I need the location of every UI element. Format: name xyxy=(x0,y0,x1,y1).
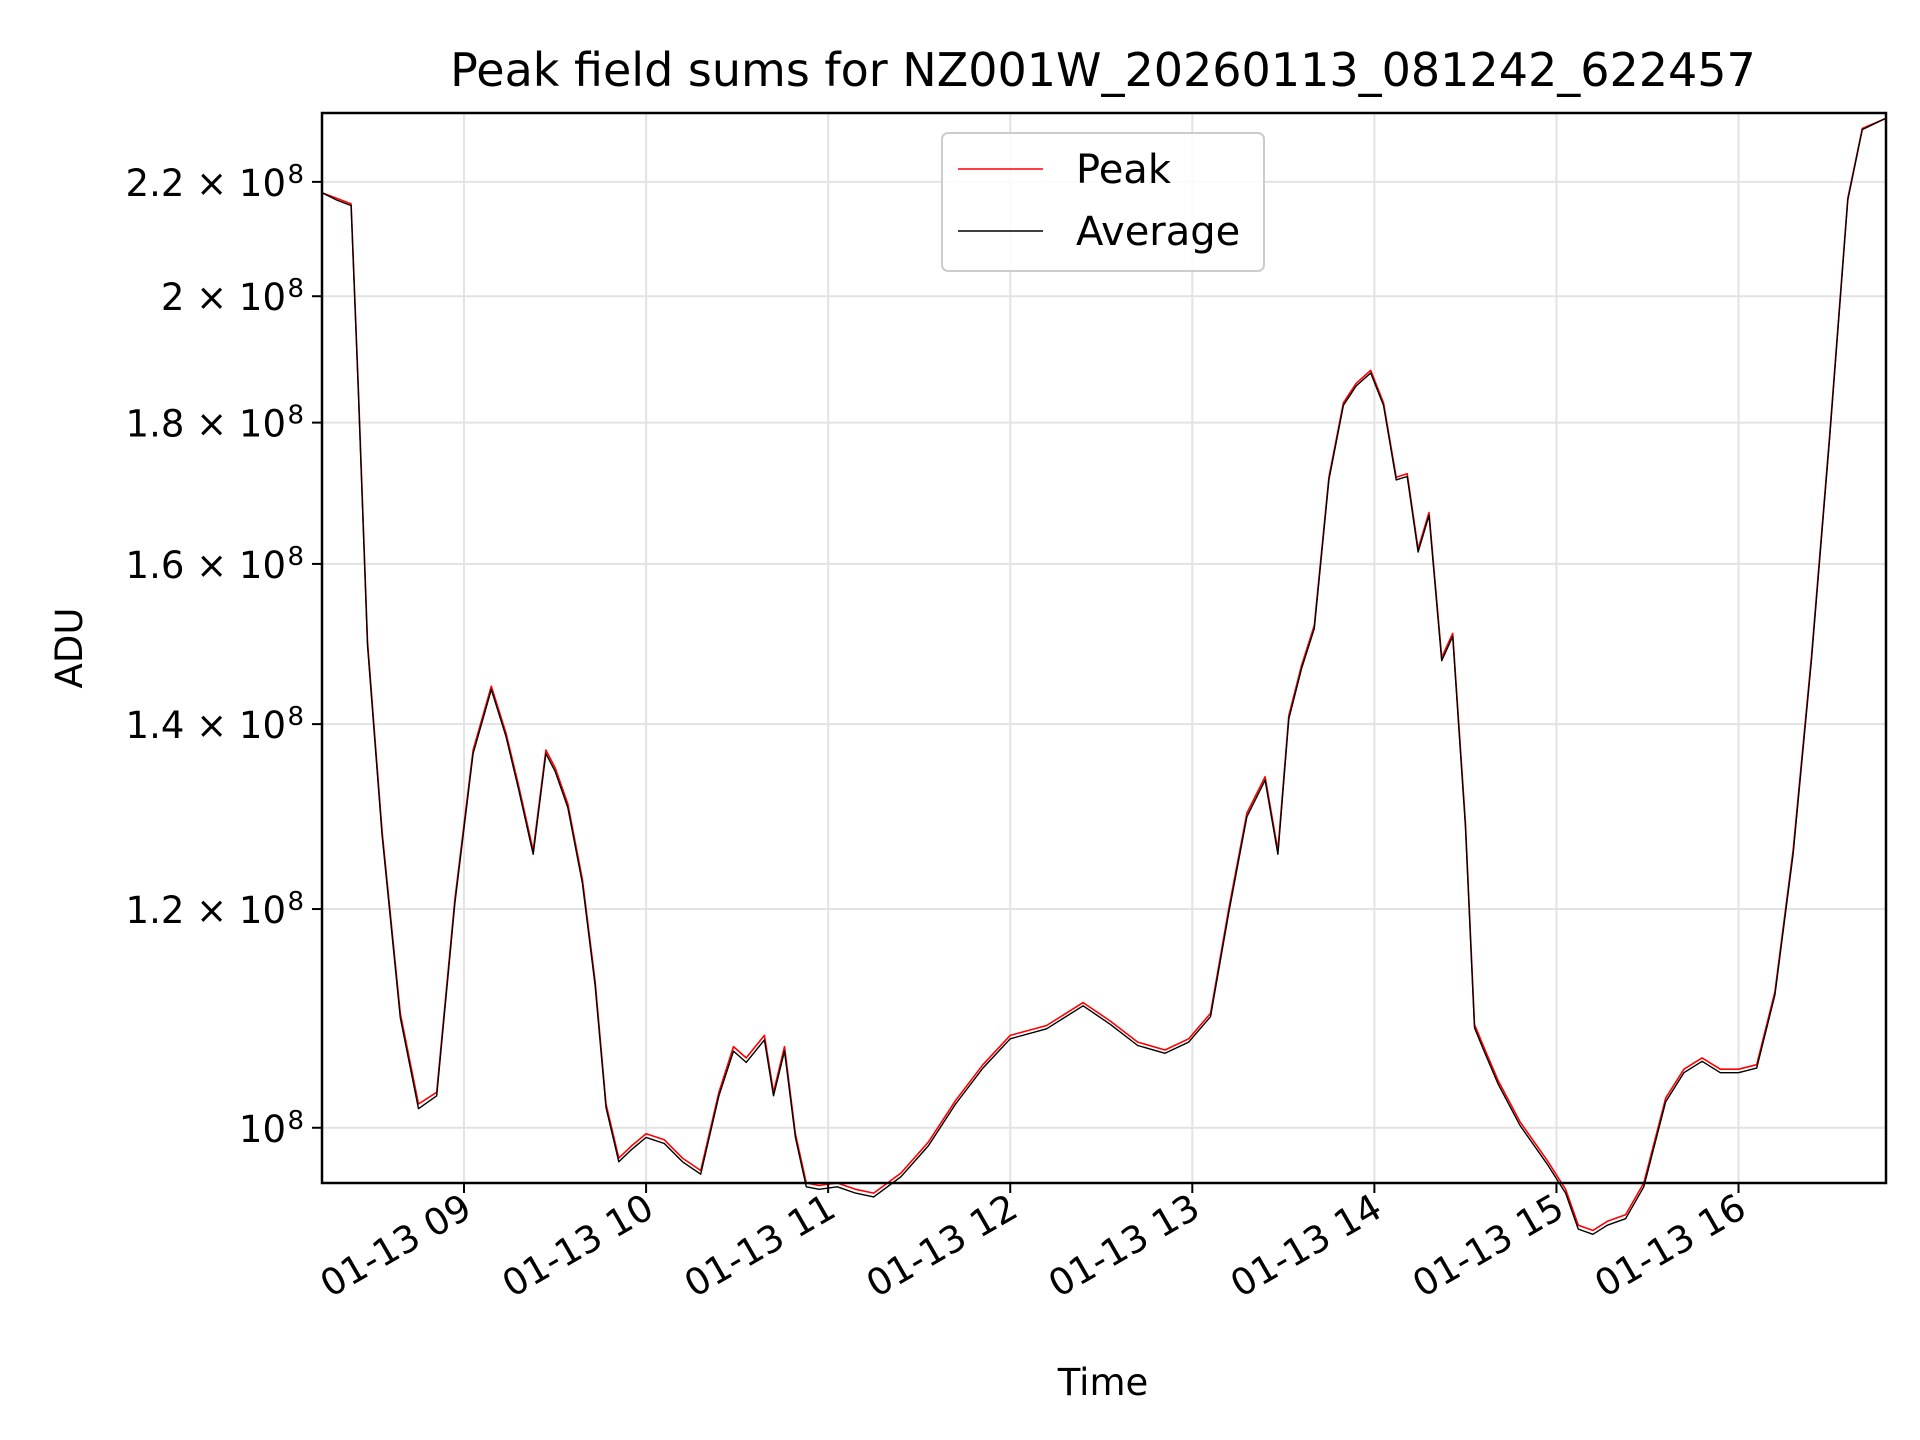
chart-title: Peak field sums for NZ001W_20260113_0812… xyxy=(450,43,1756,97)
y-tick-exponent: 8 xyxy=(287,401,304,431)
series-lines xyxy=(321,117,1887,1236)
y-tick-base: 1.2 × 10 xyxy=(126,889,286,932)
y-tick-base: 2.2 × 10 xyxy=(126,162,286,205)
series-line-average xyxy=(321,117,1887,1236)
y-tick-exponent: 8 xyxy=(287,542,304,572)
y-tick-base: 1.8 × 10 xyxy=(126,403,286,446)
y-tick-label: 810 xyxy=(239,1106,304,1151)
y-tick-exponent: 8 xyxy=(287,702,304,732)
y-tick-base: 10 xyxy=(239,1108,286,1151)
y-axis-label: ADU xyxy=(48,608,91,689)
y-tick-label: 81.2 × 10 xyxy=(126,887,304,932)
y-tick-label: 82.2 × 10 xyxy=(126,160,304,205)
y-tick-exponent: 8 xyxy=(287,160,304,190)
legend: Peak Average xyxy=(941,132,1265,272)
y-tick-exponent: 8 xyxy=(287,1106,304,1136)
legend-label-peak: Peak xyxy=(1076,147,1172,193)
series-line-peak xyxy=(321,117,1887,1232)
x-axis-label: Time xyxy=(1057,1361,1149,1404)
y-tick-label: 81.4 × 10 xyxy=(126,702,304,747)
legend-box xyxy=(941,132,1265,272)
y-tick-base: 1.4 × 10 xyxy=(126,704,286,747)
y-tick-label: 81.8 × 10 xyxy=(126,401,304,446)
legend-label-average: Average xyxy=(1076,209,1240,255)
y-tick-base: 2 × 10 xyxy=(161,276,286,319)
y-tick-label: 81.6 × 10 xyxy=(126,542,304,587)
y-tick-base: 1.6 × 10 xyxy=(126,544,286,587)
y-tick-label: 82 × 10 xyxy=(161,274,304,319)
y-tick-exponent: 8 xyxy=(287,887,304,917)
y-tick-exponent: 8 xyxy=(287,274,304,304)
plot-frame xyxy=(320,111,1888,1185)
